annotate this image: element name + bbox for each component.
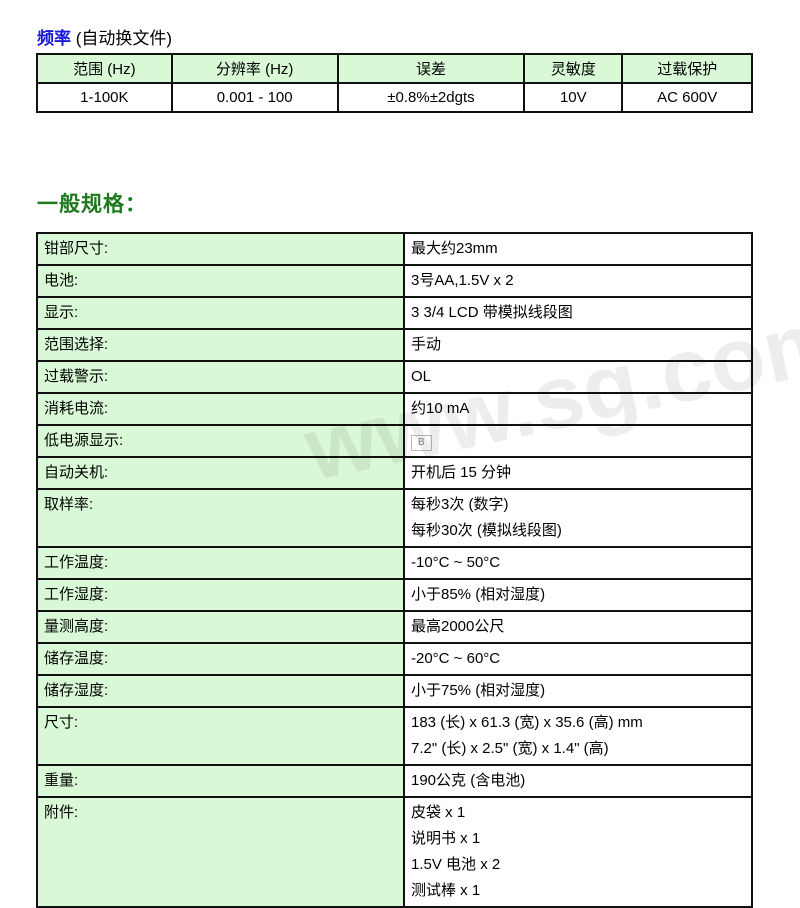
spec-value-line: 约10 mA — [411, 400, 470, 417]
spec-label: 钳部尺寸: — [36, 232, 405, 266]
spec-value: 每秒3次 (数字) 每秒30次 (模拟线段图) — [403, 488, 753, 548]
spec-value-line: 小于75% (相对湿度) — [411, 682, 546, 699]
spec-value-line: -20°C ~ 60°C — [411, 650, 501, 667]
spec-value-line: 1.5V 电池 x 2 — [411, 856, 501, 873]
spec-row: 电池: 3号AA,1.5V x 2 — [36, 264, 753, 298]
spec-value: B — [403, 424, 753, 458]
spec-label: 重量: — [36, 764, 405, 798]
spec-row: 取样率: 每秒3次 (数字) 每秒30次 (模拟线段图) — [36, 488, 753, 548]
spec-value: 开机后 15 分钟 — [403, 456, 753, 490]
spec-label: 范围选择: — [36, 328, 405, 362]
spec-value: -10°C ~ 50°C — [403, 546, 753, 580]
spec-label: 储存温度: — [36, 642, 405, 676]
spec-value: 小于85% (相对湿度) — [403, 578, 753, 612]
spec-row: 范围选择: 手动 — [36, 328, 753, 362]
spec-label: 附件: — [36, 796, 405, 908]
general-spec-heading: 一般规格： — [37, 193, 147, 216]
spec-row: 低电源显示: B — [36, 424, 753, 458]
spec-label: 自动关机: — [36, 456, 405, 490]
header-cell: 分辨率 (Hz) — [170, 53, 339, 84]
spec-value-line: 开机后 15 分钟 — [411, 464, 512, 481]
battery-icon: B — [411, 435, 432, 451]
spec-value: 约10 mA — [403, 392, 753, 426]
spec-value-line: 手动 — [411, 336, 442, 353]
spec-label: 工作温度: — [36, 546, 405, 580]
spec-value-line: 7.2" (长) x 2.5" (宽) x 1.4" (高) — [411, 740, 609, 757]
frequency-header-row: 范围 (Hz) 分辨率 (Hz) 误差 灵敏度 过载保护 — [36, 53, 753, 84]
spec-label: 低电源显示: — [36, 424, 405, 458]
spec-value-line: 测试棒 x 1 — [411, 882, 481, 899]
spec-value-line: 皮袋 x 1 — [411, 804, 466, 821]
spec-label: 尺寸: — [36, 706, 405, 766]
spec-row: 尺寸: 183 (长) x 61.3 (宽) x 35.6 (高) mm 7.2" … — [36, 706, 753, 766]
spec-row: 重量: 190公克 (含电池) — [36, 764, 753, 798]
spec-value-line: OL — [411, 368, 432, 385]
header-cell: 过载保护 — [621, 53, 753, 84]
spec-row: 消耗电流: 约10 mA — [36, 392, 753, 426]
spec-value: 小于75% (相对湿度) — [403, 674, 753, 708]
header-cell: 范围 (Hz) — [36, 53, 173, 84]
frequency-title: 频率 — [37, 29, 71, 48]
value-cell: 10V — [523, 82, 624, 113]
value-cell: ±0.8%±2dgts — [336, 82, 526, 113]
spec-value: 190公克 (含电池) — [403, 764, 753, 798]
spec-value-line: 3 3/4 LCD 带模拟线段图 — [411, 304, 573, 321]
spec-value: -20°C ~ 60°C — [403, 642, 753, 676]
spec-row: 过载警示: OL — [36, 360, 753, 394]
value-cell: 0.001 - 100 — [170, 82, 339, 113]
spec-value-line: 190公克 (含电池) — [411, 772, 526, 789]
spec-row: 工作湿度: 小于85% (相对湿度) — [36, 578, 753, 612]
header-cell: 误差 — [336, 53, 526, 84]
spec-label: 工作湿度: — [36, 578, 405, 612]
spec-row: 钳部尺寸: 最大约23mm — [36, 232, 753, 266]
spec-row: 附件: 皮袋 x 1 说明书 x 1 1.5V 电池 x 2 测试棒 x 1 — [36, 796, 753, 908]
spec-label: 消耗电流: — [36, 392, 405, 426]
spec-value: 3 3/4 LCD 带模拟线段图 — [403, 296, 753, 330]
value-cell: 1-100K — [36, 82, 173, 113]
spec-value: 手动 — [403, 328, 753, 362]
spec-value-line: 183 (长) x 61.3 (宽) x 35.6 (高) mm — [411, 714, 643, 731]
spec-row: 储存温度: -20°C ~ 60°C — [36, 642, 753, 676]
spec-label: 取样率: — [36, 488, 405, 548]
spec-table: 钳部尺寸: 最大约23mm 电池: 3号AA,1.5V x 2 显示: 3 3/4 LCD… — [36, 232, 753, 908]
spec-value-line: 最大约23mm — [411, 240, 498, 257]
spec-value-line: 最高2000公尺 — [411, 618, 505, 635]
spec-label: 显示: — [36, 296, 405, 330]
spec-value: OL — [403, 360, 753, 394]
spec-value: 3号AA,1.5V x 2 — [403, 264, 753, 298]
value-cell: AC 600V — [621, 82, 753, 113]
spec-value-line: -10°C ~ 50°C — [411, 554, 501, 571]
frequency-heading: 频率 (自动换文件) — [37, 24, 172, 49]
frequency-table: 范围 (Hz) 分辨率 (Hz) 误差 灵敏度 过载保护 1-100K 0.00… — [36, 53, 753, 113]
spec-row: 显示: 3 3/4 LCD 带模拟线段图 — [36, 296, 753, 330]
spec-row: 工作温度: -10°C ~ 50°C — [36, 546, 753, 580]
spec-value: 皮袋 x 1 说明书 x 1 1.5V 电池 x 2 测试棒 x 1 — [403, 796, 753, 908]
spec-value-line: 说明书 x 1 — [411, 830, 481, 847]
header-cell: 灵敏度 — [523, 53, 624, 84]
spec-label: 储存湿度: — [36, 674, 405, 708]
spec-value: 最大约23mm — [403, 232, 753, 266]
spec-row: 储存湿度: 小于75% (相对湿度) — [36, 674, 753, 708]
spec-value-line: 小于85% (相对湿度) — [411, 586, 546, 603]
spec-value: 183 (长) x 61.3 (宽) x 35.6 (高) mm 7.2" (长)… — [403, 706, 753, 766]
spec-label: 量测高度: — [36, 610, 405, 644]
spec-value-line: 3号AA,1.5V x 2 — [411, 272, 514, 289]
spec-label: 过载警示: — [36, 360, 405, 394]
frequency-subtitle: (自动换文件) — [75, 29, 173, 48]
spec-value-line: 每秒3次 (数字) — [411, 496, 509, 513]
spec-label: 电池: — [36, 264, 405, 298]
spec-value: 最高2000公尺 — [403, 610, 753, 644]
frequency-data-row: 1-100K 0.001 - 100 ±0.8%±2dgts 10V AC 60… — [36, 82, 753, 113]
spec-row: 自动关机: 开机后 15 分钟 — [36, 456, 753, 490]
spec-row: 量测高度: 最高2000公尺 — [36, 610, 753, 644]
spec-value-line: 每秒30次 (模拟线段图) — [411, 522, 562, 539]
